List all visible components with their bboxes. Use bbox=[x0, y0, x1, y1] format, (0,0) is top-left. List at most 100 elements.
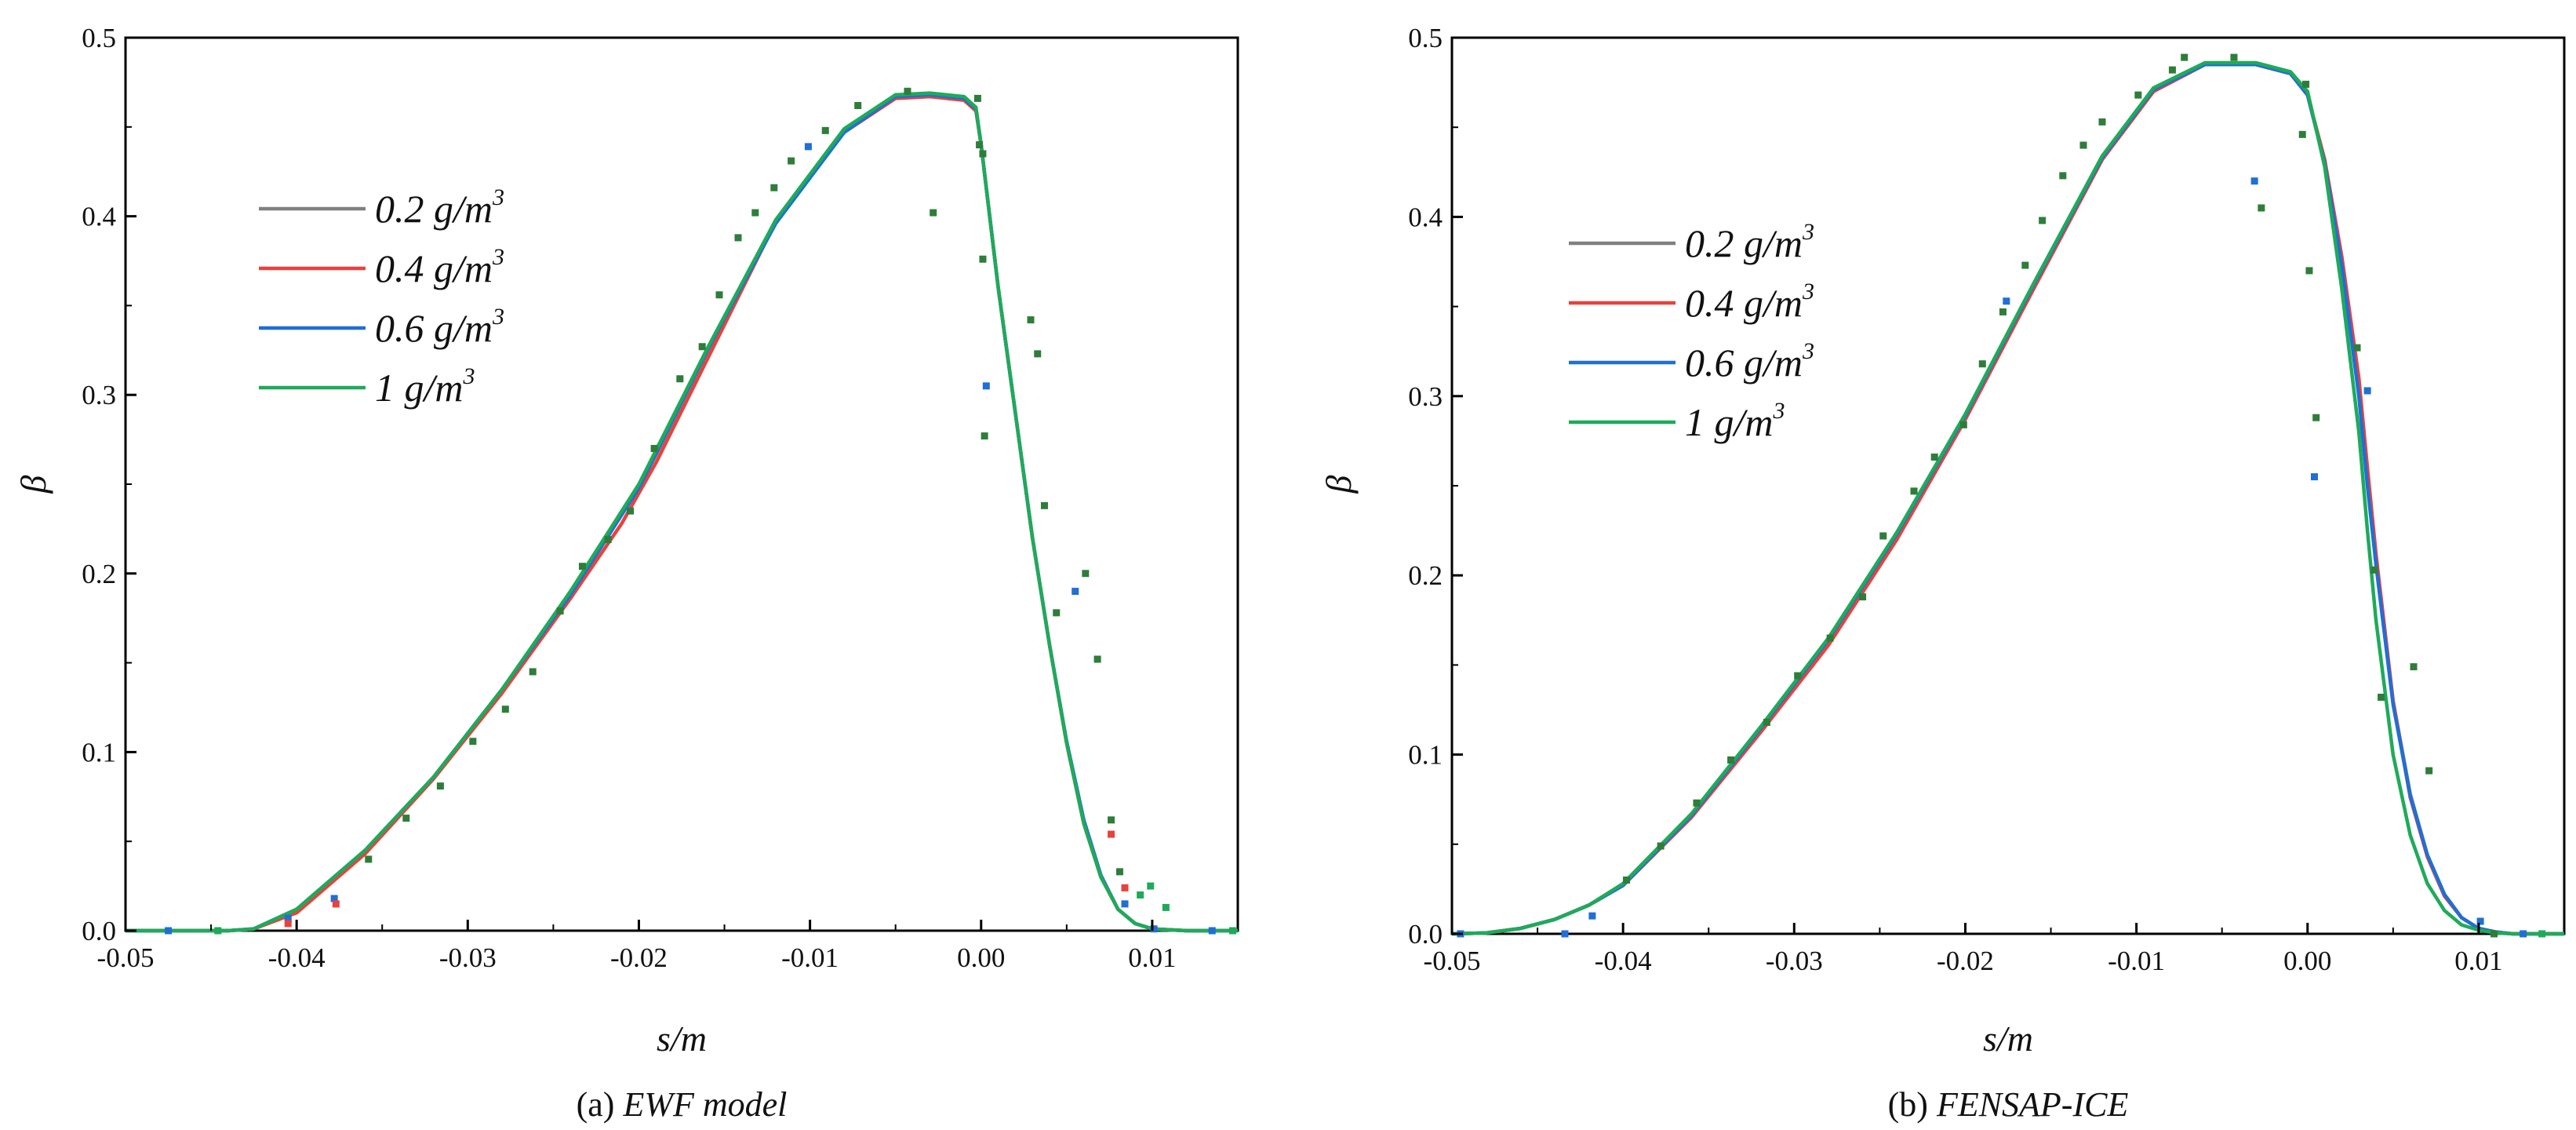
data-point bbox=[604, 536, 612, 544]
data-point bbox=[332, 900, 340, 908]
y-tick-label: 0.1 bbox=[1408, 740, 1443, 771]
data-point bbox=[981, 432, 988, 440]
data-point bbox=[930, 209, 937, 217]
data-point bbox=[2310, 473, 2318, 481]
chart-panel-b: -0.05 -0.04 -0.03 -0.02 -0.01 0.00 0.01 0.0 0.1… bbox=[1319, 23, 2566, 1124]
data-point bbox=[1115, 868, 1123, 876]
data-point bbox=[1588, 912, 1596, 920]
data-point bbox=[2250, 177, 2258, 185]
legend-label-superscript: 3 bbox=[492, 184, 504, 210]
data-point bbox=[1999, 308, 2007, 315]
data-point bbox=[1727, 756, 1735, 764]
x-tick-label: -0.05 bbox=[97, 942, 155, 973]
x-tick-label: -0.03 bbox=[1766, 946, 1823, 976]
data-point bbox=[2410, 663, 2418, 671]
x-tick-label: -0.01 bbox=[781, 942, 839, 973]
data-point bbox=[976, 141, 984, 149]
caption-prefix: (b) bbox=[1888, 1085, 1928, 1124]
data-point bbox=[982, 382, 990, 390]
data-point bbox=[1623, 876, 1631, 884]
data-point bbox=[2476, 917, 2484, 925]
data-point bbox=[2305, 267, 2313, 275]
data-point bbox=[715, 291, 723, 299]
legend-label-superscript: 3 bbox=[1802, 219, 1814, 245]
legend-entry: 0.6 g/m3 bbox=[1569, 338, 1814, 385]
data-point bbox=[1859, 593, 1867, 601]
x-tick-label: -0.04 bbox=[1595, 946, 1652, 976]
data-point bbox=[2378, 694, 2385, 702]
legend-label-text: 0.2 g/m bbox=[1685, 221, 1803, 265]
caption-prefix: (a) bbox=[577, 1085, 615, 1124]
x-axis-label: s/m bbox=[1983, 1019, 2033, 1059]
legend-entry: 0.4 g/m3 bbox=[1569, 279, 1814, 325]
data-point bbox=[788, 157, 795, 165]
legend-entry: 0.2 g/m3 bbox=[1569, 219, 1814, 265]
data-point bbox=[2490, 930, 2498, 938]
data-point bbox=[1763, 718, 1770, 726]
legend-label: 0.2 g/m3 bbox=[1685, 219, 1814, 265]
caption-title: EWF model bbox=[622, 1085, 787, 1124]
data-point bbox=[556, 607, 564, 615]
legend-entry: 1 g/m3 bbox=[259, 363, 475, 410]
data-point bbox=[2021, 261, 2029, 269]
data-point bbox=[1040, 501, 1048, 509]
caption: (a) EWF model bbox=[577, 1085, 788, 1124]
caption: (b) FENSAP-ICE bbox=[1888, 1085, 2129, 1124]
legend-label-superscript: 3 bbox=[1802, 279, 1814, 304]
legend-label: 0.4 g/m3 bbox=[1685, 279, 1814, 325]
data-point bbox=[2520, 930, 2527, 938]
series-line-3 bbox=[1451, 63, 2564, 936]
data-point bbox=[627, 507, 635, 515]
x-tick-label: -0.03 bbox=[439, 942, 497, 973]
x-tick-label: -0.01 bbox=[2108, 946, 2165, 976]
data-point bbox=[1082, 570, 1090, 578]
legend-entry: 0.6 g/m3 bbox=[259, 304, 504, 350]
data-point bbox=[284, 914, 292, 922]
series-line-4 bbox=[126, 91, 1238, 933]
data-point bbox=[2079, 141, 2087, 149]
x-tick-label: 0.00 bbox=[957, 942, 1005, 973]
data-point bbox=[734, 234, 742, 242]
legend-label-superscript: 3 bbox=[1802, 338, 1814, 364]
y-tick-label: 0.1 bbox=[82, 737, 116, 767]
data-point bbox=[1121, 884, 1129, 891]
data-point bbox=[1034, 350, 1042, 358]
data-point bbox=[2258, 204, 2265, 212]
data-point bbox=[1108, 830, 1115, 838]
data-point bbox=[1137, 891, 1144, 899]
data-point bbox=[2302, 80, 2310, 88]
data-point bbox=[698, 343, 706, 351]
data-point bbox=[2059, 172, 2067, 180]
data-point bbox=[2312, 414, 2320, 421]
data-point bbox=[979, 150, 987, 158]
x-tick-label: -0.02 bbox=[610, 942, 668, 973]
legend-label: 0.6 g/m3 bbox=[375, 304, 504, 350]
data-point bbox=[1072, 588, 1079, 596]
data-point bbox=[1150, 925, 1158, 933]
legend-label-text: 0.6 g/m bbox=[375, 306, 493, 350]
caption-title: FENSAP-ICE bbox=[1936, 1085, 2129, 1124]
series-line-4 bbox=[1451, 60, 2564, 936]
data-point bbox=[469, 738, 477, 745]
data-point bbox=[165, 927, 173, 935]
data-point bbox=[2353, 344, 2361, 352]
x-tick-label: -0.02 bbox=[1937, 946, 1994, 976]
legend-label: 0.2 g/m3 bbox=[375, 184, 504, 231]
y-tick-label: 0.4 bbox=[82, 202, 116, 232]
data-point bbox=[1978, 360, 1986, 368]
data-point bbox=[2230, 53, 2238, 61]
data-point bbox=[1208, 927, 1216, 935]
legend-label-text: 0.4 g/m bbox=[1685, 281, 1803, 325]
legend-label-text: 1 g/m bbox=[1685, 400, 1774, 444]
data-point bbox=[1053, 609, 1061, 617]
series-line-1 bbox=[1451, 63, 2564, 936]
y-tick-label: 0.4 bbox=[1408, 202, 1443, 232]
y-tick-label: 0.5 bbox=[82, 23, 116, 53]
data-point bbox=[2168, 66, 2176, 74]
data-point bbox=[2425, 767, 2433, 775]
data-point bbox=[904, 87, 911, 95]
data-point bbox=[2098, 118, 2106, 126]
data-point bbox=[578, 563, 586, 570]
data-point bbox=[1930, 453, 1938, 461]
